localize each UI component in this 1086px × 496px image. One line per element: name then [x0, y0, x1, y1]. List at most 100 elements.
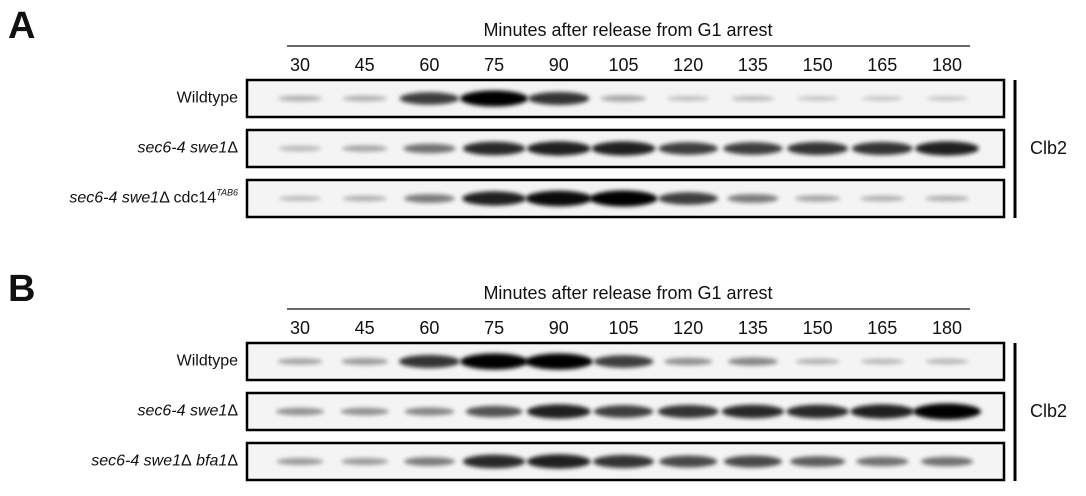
- band: [787, 142, 848, 155]
- timepoint: 45: [355, 55, 375, 75]
- band: [341, 358, 388, 365]
- band: [601, 95, 647, 101]
- band: [786, 405, 848, 419]
- band: [279, 196, 322, 201]
- timepoint: 30: [290, 318, 310, 338]
- label-part: Δ: [181, 453, 192, 470]
- band: [727, 194, 778, 203]
- band: [856, 457, 909, 466]
- band: [797, 96, 839, 101]
- timepoint: 165: [867, 55, 897, 75]
- antibody-label: Clb2: [1030, 138, 1067, 158]
- band: [732, 96, 775, 101]
- band: [728, 357, 778, 365]
- band: [278, 96, 322, 102]
- band: [405, 407, 455, 415]
- label-part: cdc14: [169, 190, 216, 207]
- row-label: sec6-4 swe1Δ cdc14TAB6: [69, 188, 238, 207]
- band: [913, 404, 981, 420]
- band: [860, 196, 904, 202]
- panel-letter: A: [8, 5, 35, 47]
- band: [926, 96, 967, 101]
- band: [925, 196, 969, 202]
- band: [850, 404, 914, 418]
- band: [463, 455, 525, 469]
- band: [659, 456, 717, 468]
- band: [277, 358, 323, 364]
- band: [343, 96, 387, 102]
- timepoint: 150: [803, 55, 833, 75]
- band: [722, 405, 784, 419]
- panel: A Minutes after release from G1 arrest 30 4…: [8, 5, 1067, 218]
- label-part: bfa1: [192, 453, 228, 470]
- band: [915, 141, 979, 155]
- timepoint: 60: [419, 318, 439, 338]
- band: [658, 192, 718, 204]
- timepoint: 135: [738, 318, 768, 338]
- band: [277, 458, 324, 465]
- band: [796, 359, 840, 365]
- timepoint: 90: [549, 318, 569, 338]
- timepoint: 120: [673, 318, 703, 338]
- band: [342, 145, 388, 151]
- band: [527, 454, 591, 468]
- timepoint: 105: [608, 55, 638, 75]
- band: [862, 96, 903, 101]
- label-part: Wildtype: [177, 90, 238, 107]
- label-part: TAB6: [216, 188, 238, 198]
- band: [658, 142, 718, 154]
- band: [861, 359, 904, 364]
- timepoint: 180: [932, 318, 962, 338]
- row-label: Wildtype: [177, 353, 238, 370]
- band: [594, 355, 654, 367]
- timepoint: 180: [932, 55, 962, 75]
- band: [528, 92, 589, 105]
- band: [278, 146, 321, 151]
- band: [723, 142, 783, 154]
- row-label: sec6-4 swe1Δ bfa1Δ: [91, 453, 238, 470]
- label-part: sec6-4 swe1: [137, 140, 227, 157]
- band: [667, 96, 709, 101]
- timepoint: 75: [484, 318, 504, 338]
- band: [466, 406, 523, 417]
- band: [921, 457, 974, 466]
- timepoint: 120: [673, 55, 703, 75]
- band: [403, 144, 456, 153]
- timepoint: 150: [803, 318, 833, 338]
- label-part: sec6-4 swe1: [69, 190, 159, 207]
- band: [592, 141, 656, 155]
- band: [925, 359, 968, 364]
- timepoint: 30: [290, 55, 310, 75]
- band: [594, 405, 654, 417]
- band: [527, 404, 591, 418]
- band: [526, 191, 593, 206]
- header: Minutes after release from G1 arrest: [483, 20, 772, 40]
- timepoint: 45: [355, 318, 375, 338]
- label-part: Δ: [227, 453, 238, 470]
- timepoint: 60: [419, 55, 439, 75]
- row-label: sec6-4 swe1Δ: [137, 403, 238, 420]
- band: [399, 355, 460, 368]
- band: [463, 142, 525, 156]
- band: [460, 354, 528, 370]
- band: [276, 408, 324, 416]
- band: [404, 457, 455, 466]
- panel-letter: B: [8, 268, 35, 310]
- band: [795, 195, 841, 201]
- band: [341, 458, 388, 465]
- band: [590, 191, 658, 207]
- row-label: sec6-4 swe1Δ: [137, 140, 238, 157]
- timepoint: 90: [549, 55, 569, 75]
- figure: A Minutes after release from G1 arrest 30 4…: [0, 0, 1086, 491]
- label-part: sec6-4 swe1: [137, 403, 227, 420]
- antibody-label: Clb2: [1030, 401, 1067, 421]
- row-label: Wildtype: [177, 90, 238, 107]
- band: [343, 196, 387, 202]
- timepoint: 165: [867, 318, 897, 338]
- band: [462, 191, 526, 205]
- timepoint: 135: [738, 55, 768, 75]
- label-part: Wildtype: [177, 353, 238, 370]
- band: [790, 456, 845, 467]
- timepoint: 105: [608, 318, 638, 338]
